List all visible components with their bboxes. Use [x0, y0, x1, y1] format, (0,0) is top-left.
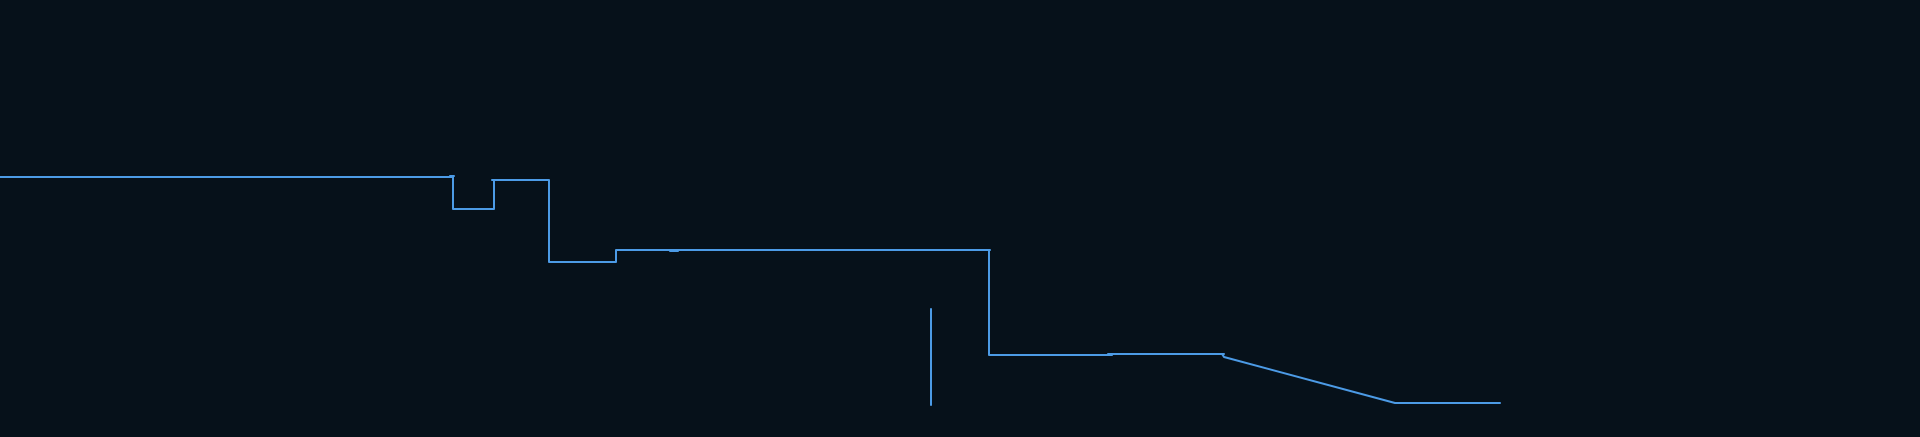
line-diagram [0, 175, 1501, 406]
